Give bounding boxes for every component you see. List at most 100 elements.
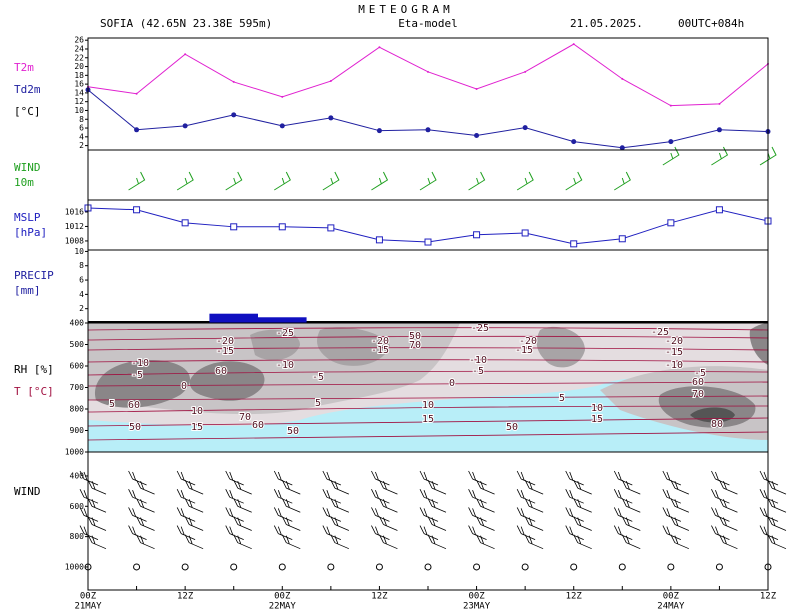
wind-barb — [371, 507, 390, 522]
contour-label: 60 — [252, 420, 264, 431]
wind-barb — [330, 479, 350, 495]
wind-barb — [476, 479, 495, 495]
wind-barb — [613, 507, 633, 522]
wind-barb — [273, 489, 293, 504]
wind-barb — [136, 479, 155, 495]
x-tick-label: 00Z — [274, 592, 291, 602]
point — [621, 77, 624, 80]
wind-barb — [371, 470, 390, 486]
point — [521, 229, 529, 237]
contour-label: -20 — [665, 336, 683, 347]
x-tick-label: 12Z — [177, 592, 194, 602]
wind-barb — [322, 507, 342, 522]
contour-label: 50 — [506, 422, 518, 433]
wind-barb — [759, 525, 779, 540]
point — [473, 231, 481, 239]
y-tick-label: 8 — [79, 261, 84, 270]
wind-barb — [516, 470, 536, 486]
wind-barb — [273, 525, 293, 540]
y-tick-label: 24 — [74, 44, 84, 53]
x-tick-label: 00Z — [80, 592, 97, 602]
wind-barb — [87, 534, 107, 550]
y-tick-label: 500 — [70, 340, 85, 349]
wind-barb — [419, 171, 437, 191]
wind-barb — [516, 525, 536, 540]
point — [667, 219, 675, 227]
point — [230, 223, 238, 231]
wind-barb — [273, 507, 293, 522]
wind-barb — [573, 516, 592, 531]
y-tick-label: 400 — [70, 471, 85, 480]
unit: 10m — [14, 176, 34, 189]
contour-label: 5 — [559, 393, 565, 404]
wind-barb — [79, 507, 99, 522]
wind-barb — [719, 498, 738, 513]
wind-barb — [176, 507, 196, 522]
wind-barb — [565, 489, 584, 504]
contour-label: 10 — [591, 403, 603, 414]
wind-barb — [565, 470, 584, 486]
contour-label: -15 — [371, 345, 389, 356]
wind-barb — [233, 516, 252, 531]
wind-barb — [476, 498, 495, 513]
wind-barb — [662, 489, 682, 504]
x-tick-label: 12Z — [760, 592, 777, 602]
wind-barb — [468, 171, 486, 191]
contour-label: 15 — [591, 414, 603, 425]
y-tick-label: 800 — [70, 532, 85, 541]
point — [524, 70, 527, 73]
y-tick-label: 1000 — [65, 562, 84, 571]
wind-barb — [128, 525, 147, 540]
wind-barb — [322, 470, 342, 486]
wind-barb — [719, 516, 738, 531]
legend-t2m: T2m — [14, 61, 34, 74]
wind-barb — [281, 534, 301, 550]
wind-barb — [662, 507, 682, 522]
wind-barb — [330, 498, 350, 513]
contour-label: 0 — [449, 378, 455, 389]
wind-barb — [322, 525, 342, 540]
wind-barb — [427, 479, 447, 495]
wind-barb — [565, 525, 584, 540]
wind-barb — [759, 489, 779, 504]
wind-barb — [330, 534, 350, 550]
x-tick-label: 00Z — [663, 592, 680, 602]
wind-barb — [128, 507, 147, 522]
point — [376, 128, 382, 134]
wind-barb — [379, 516, 398, 531]
wind-barb — [711, 525, 730, 540]
x-date-label: 22MAY — [269, 602, 297, 612]
x-tick-label: 00Z — [468, 592, 485, 602]
contour-label: -5 — [472, 366, 484, 377]
wind-barb — [565, 171, 583, 191]
wind-barb — [184, 534, 204, 550]
contour-label: 50 — [409, 331, 421, 342]
wind-barb — [476, 516, 495, 531]
y-tick-label: 2 — [79, 141, 84, 150]
wind-barb — [184, 479, 204, 495]
contour-label: 0 — [181, 381, 187, 392]
wind-barb — [759, 470, 779, 486]
wind-barb — [274, 171, 291, 191]
wind-barb — [419, 507, 439, 522]
wind-barb — [524, 498, 544, 513]
wind-barb — [419, 489, 439, 504]
y-tick-label: 8 — [79, 115, 84, 124]
point — [718, 102, 721, 105]
contour-label: 70 — [239, 412, 251, 423]
y-tick-label: 1008 — [65, 236, 84, 245]
wind-barb — [670, 534, 690, 550]
wind-barb — [427, 534, 447, 550]
wind-barb — [225, 171, 243, 191]
legend-td2m: Td2m — [14, 83, 41, 96]
wind-barb — [516, 507, 536, 522]
contour-label: -5 — [131, 370, 143, 381]
label: WIND — [14, 161, 41, 174]
contour-label: 10 — [191, 406, 203, 417]
contour-label: -10 — [469, 355, 487, 366]
y-tick-label: 1012 — [65, 222, 84, 231]
y-tick-label: 10 — [74, 106, 84, 115]
wind-barb — [176, 470, 196, 486]
wind-barb — [670, 498, 690, 513]
contour-label: 10 — [422, 400, 434, 411]
